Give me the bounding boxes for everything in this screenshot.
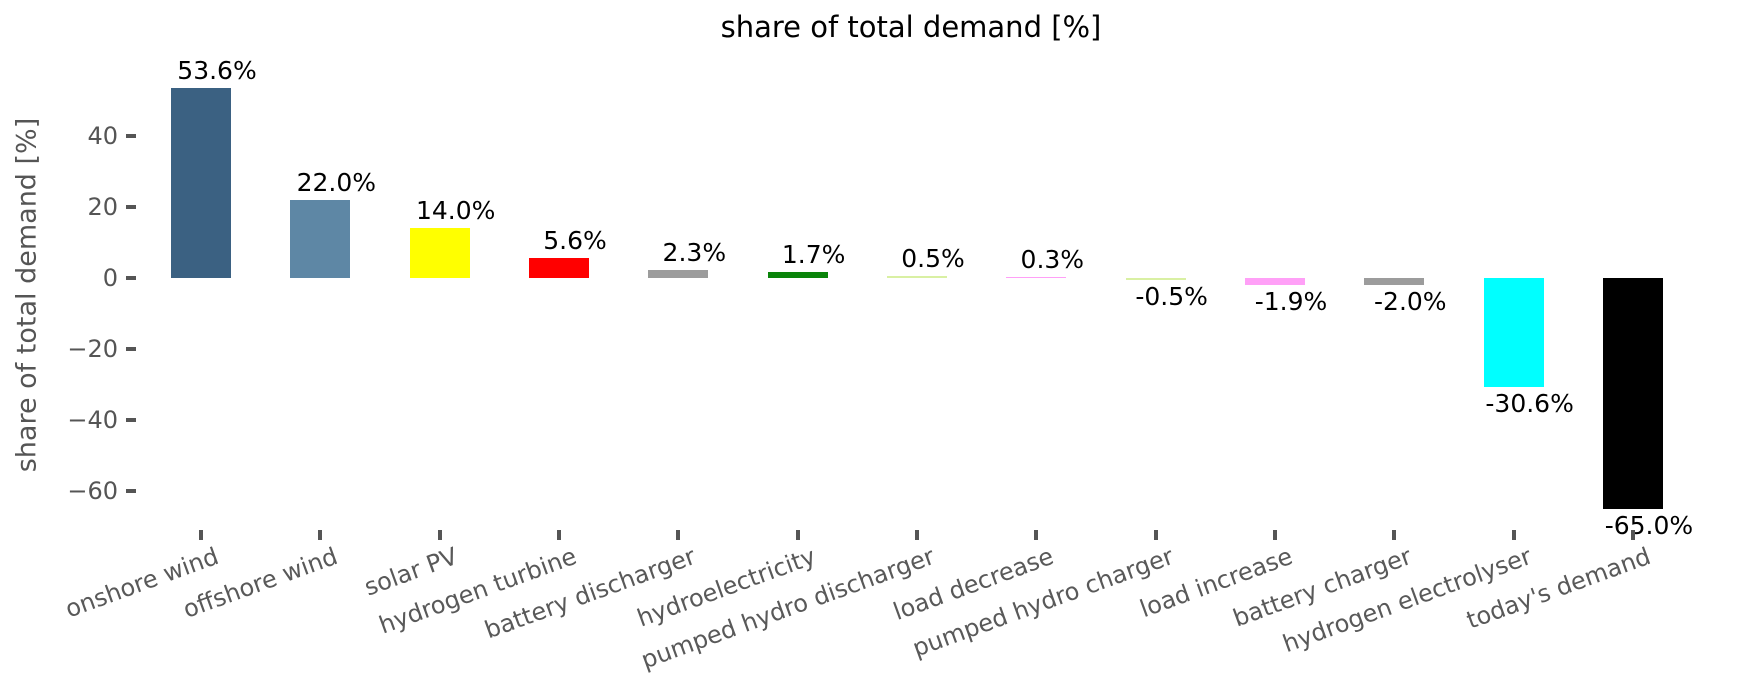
x-tick-mark (556, 530, 561, 540)
y-tick-mark (126, 418, 136, 422)
x-tick-mark (914, 530, 919, 540)
y-tick-mark (126, 205, 136, 209)
value-label-load-decrease: 0.3% (1020, 244, 1085, 274)
chart-title: share of total demand [%] (720, 10, 1102, 44)
value-label-solar-pv: 14.0% (415, 196, 496, 226)
x-tick-mark (676, 530, 681, 540)
bar-battery-charger (1364, 278, 1425, 286)
y-tick-mark (126, 489, 136, 493)
x-tick-mark (1511, 530, 1516, 540)
value-label-onshore-wind: 53.6% (177, 55, 257, 85)
bar-today-s-demand (1602, 278, 1663, 509)
bar-load-increase (1244, 278, 1305, 285)
bar-pumped-hydro-charger (1125, 278, 1186, 280)
y-tick-mark (126, 276, 136, 280)
y-tick-label--40: −40 (67, 406, 118, 434)
value-label-pumped-hydro-charger: -0.5% (1135, 281, 1208, 311)
bar-pumped-hydro-discharger (886, 276, 947, 278)
bar-onshore-wind (171, 87, 231, 278)
bar-hydroelectricity (767, 271, 828, 278)
x-tick-mark (1034, 530, 1039, 540)
value-label-hydrogen-electrolyser: -30.6% (1485, 388, 1574, 418)
y-tick-label-40: 40 (87, 122, 118, 150)
y-tick-mark (126, 347, 136, 351)
y-tick-label-20: 20 (87, 193, 118, 221)
bar-offshore-wind (290, 199, 351, 278)
bar-load-decrease (1006, 276, 1067, 278)
value-label-today-s-demand: -65.0% (1604, 510, 1694, 540)
value-label-battery-discharger: 2.3% (662, 237, 727, 267)
x-tick-mark (1630, 530, 1635, 540)
value-label-offshore-wind: 22.0% (296, 167, 377, 197)
value-label-battery-charger: -2.0% (1374, 287, 1447, 317)
x-tick-mark (318, 530, 323, 540)
y-tick-label--60: −60 (67, 477, 118, 505)
bar-hydrogen-turbine (528, 258, 589, 278)
x-tick-mark (1272, 530, 1277, 540)
y-tick-label--20: −20 (67, 335, 118, 363)
x-tick-mark (795, 530, 800, 540)
x-tick-mark (199, 530, 203, 540)
value-label-hydrogen-turbine: 5.6% (543, 226, 607, 256)
bar-solar-pv (409, 228, 470, 278)
y-tick-mark (126, 134, 136, 138)
x-tick-mark (1153, 530, 1158, 540)
x-tick-mark (1392, 530, 1397, 540)
bar-battery-discharger (648, 269, 709, 278)
value-label-load-increase: -1.9% (1254, 286, 1328, 316)
value-label-pumped-hydro-discharger: 0.5% (901, 244, 965, 274)
bar-hydrogen-electrolyser (1483, 278, 1544, 387)
x-tick-mark (437, 530, 442, 540)
y-tick-label-0: 0 (102, 264, 118, 292)
value-label-hydroelectricity: 1.7% (781, 239, 846, 269)
